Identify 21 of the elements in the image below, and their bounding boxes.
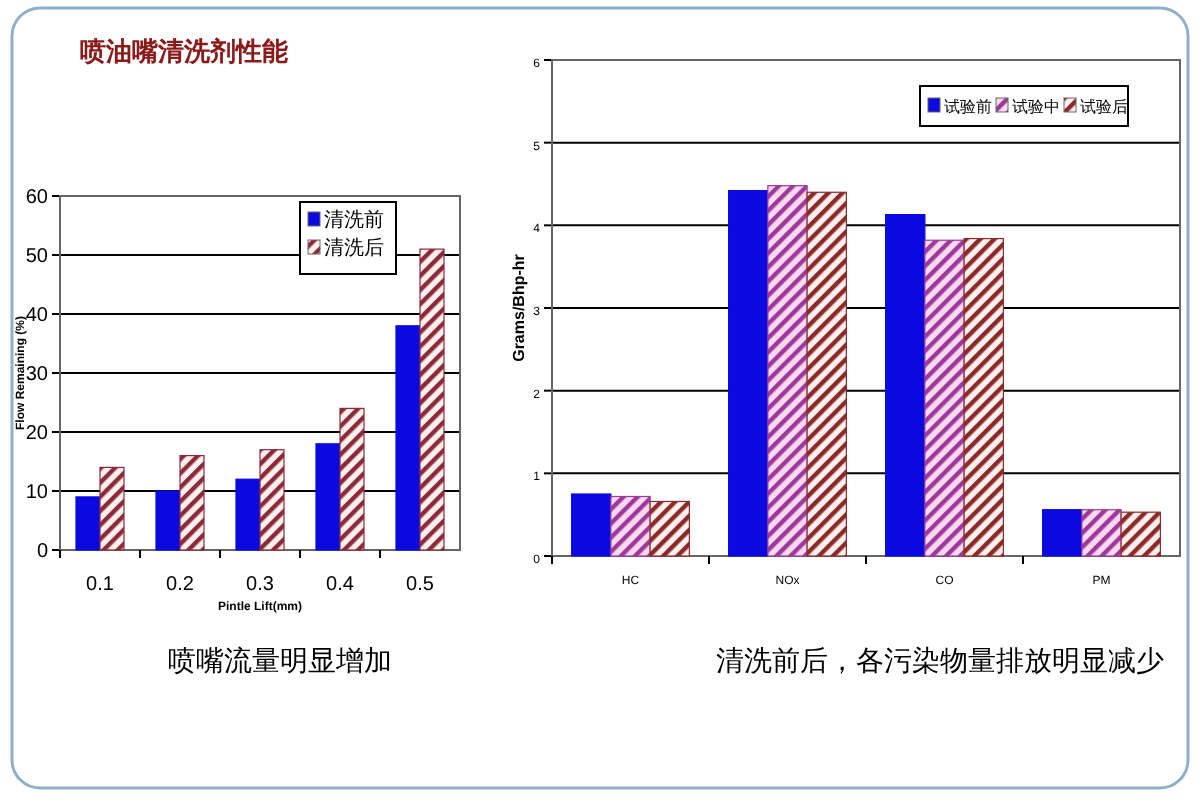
legend-label: 试验中 (1012, 98, 1060, 116)
legend-label: 试验后 (1080, 98, 1128, 116)
text: 清洗前后，各污染物量排放明显减少 (716, 646, 1164, 678)
text: 喷嘴流量明显增加 (168, 646, 392, 678)
y-axis-title: Grams/Bhp-hr (510, 254, 528, 362)
legend-label: 试验前 (944, 98, 992, 116)
y-tick-label: 30 (25, 364, 49, 386)
y-tick-label: 20 (25, 423, 49, 445)
y-tick-label: 0 (36, 541, 49, 563)
y-tick-label: 50 (25, 246, 49, 268)
x-tick-label: 0.2 (166, 574, 195, 596)
x-tick-label: 0.4 (326, 574, 355, 596)
y-tick-label: 10 (25, 482, 49, 504)
y-tick-label: 40 (25, 305, 49, 327)
chart-title: 喷油嘴清洗剂性能 (80, 36, 290, 68)
x-tick-label: 0.3 (246, 574, 275, 596)
y-tick-label: 60 (25, 187, 49, 209)
x-tick-label: 0.5 (406, 574, 435, 596)
legend-label: 清洗前 (324, 208, 384, 232)
x-tick-label: 0.1 (86, 574, 115, 596)
legend-label: 清洗后 (324, 236, 384, 260)
